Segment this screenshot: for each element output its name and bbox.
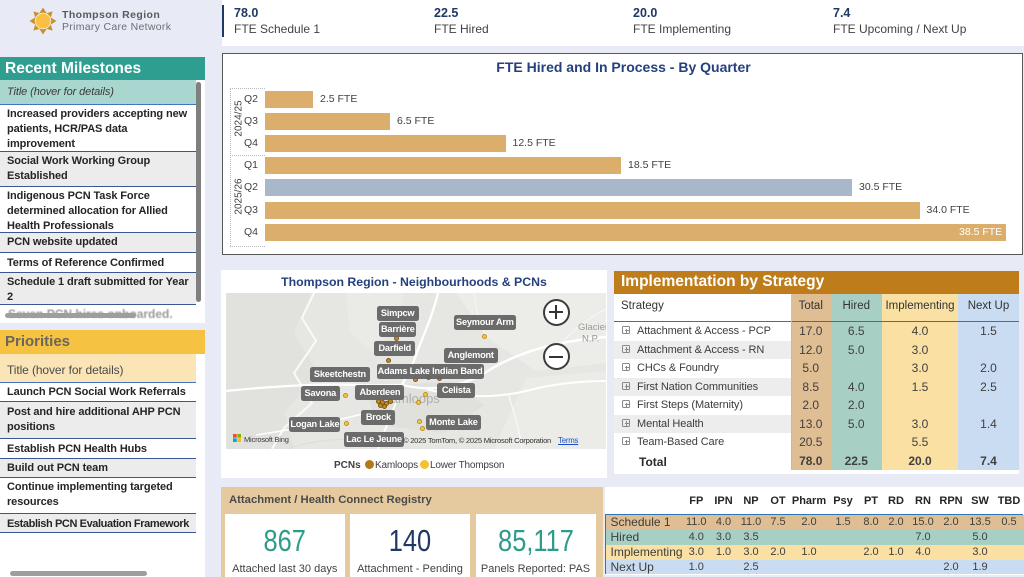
svg-text:N.P.: N.P.	[582, 334, 599, 345]
svg-text:Glacier: Glacier	[578, 322, 606, 333]
